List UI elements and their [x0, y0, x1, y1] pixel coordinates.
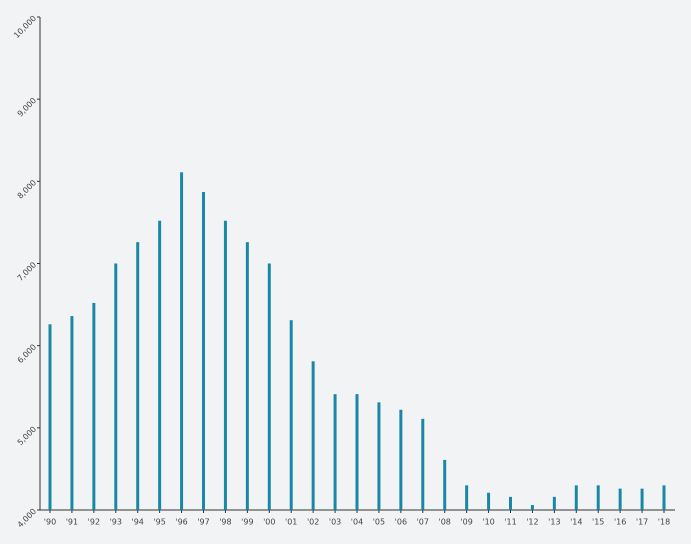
bar: [92, 302, 96, 510]
y-tick-label: 6,000: [16, 342, 39, 365]
x-tick-label: '00: [263, 518, 275, 527]
bar: [114, 263, 118, 510]
bar: [662, 485, 666, 510]
bar: [311, 361, 315, 510]
y-tick-label: 9,000: [16, 96, 39, 119]
bar: [618, 488, 622, 510]
x-tick-label: '93: [110, 518, 122, 527]
x-tick-label: '97: [197, 518, 209, 527]
x-tick-label: '90: [44, 518, 56, 527]
x-tick-label: '98: [219, 518, 231, 527]
x-tick-label: '02: [307, 518, 319, 527]
x-tick-label: '17: [636, 518, 648, 527]
x-tick-label: '07: [417, 518, 429, 527]
bar: [245, 242, 249, 511]
x-tick-label: '16: [614, 518, 626, 527]
x-tick-label: '10: [482, 518, 494, 527]
y-tick-label: 5,000: [16, 425, 39, 448]
bar: [552, 496, 556, 510]
y-tick-label: 8,000: [16, 178, 39, 201]
x-tick-label: '13: [548, 518, 560, 527]
x-tick-label: '18: [658, 518, 670, 527]
x-tick-label: '05: [373, 518, 385, 527]
x-tick-label: '11: [504, 518, 516, 527]
bar: [289, 320, 293, 510]
bar: [158, 220, 162, 511]
x-tick-label: '92: [88, 518, 100, 527]
bar: [443, 459, 447, 510]
bar: [136, 242, 140, 511]
bar: [223, 220, 227, 511]
bar: [180, 172, 184, 511]
bar: [267, 263, 271, 510]
bar: [48, 324, 52, 510]
bar: [465, 485, 469, 510]
x-tick-label: '01: [285, 518, 297, 527]
x-tick-label: '91: [66, 518, 78, 527]
x-tick-label: '99: [241, 518, 253, 527]
y-tick-label: 7,000: [16, 260, 39, 283]
y-tick-label: 4,000: [16, 507, 39, 530]
bar: [640, 488, 644, 510]
bar: [530, 505, 534, 510]
x-tick-label: '04: [351, 518, 363, 527]
bar: [377, 402, 381, 510]
bar: [574, 485, 578, 510]
x-tick-label: '14: [570, 518, 582, 527]
x-tick-label: '03: [329, 518, 341, 527]
x-tick-label: '15: [592, 518, 604, 527]
x-tick-label: '08: [439, 518, 451, 527]
bar: [333, 394, 337, 510]
x-tick-label: '95: [153, 518, 165, 527]
bar: [70, 316, 74, 510]
bar: [202, 192, 205, 510]
bar: [421, 418, 425, 510]
bar: [399, 409, 403, 510]
x-tick-label: '12: [526, 518, 538, 527]
x-tick-label: '06: [395, 518, 407, 527]
bar: [355, 394, 359, 510]
x-tick-label: '09: [460, 518, 472, 527]
y-tick-label: 10,000: [12, 14, 38, 40]
bar: [509, 496, 512, 510]
bar: [487, 492, 491, 510]
x-tick-label: '94: [132, 518, 144, 527]
bar: [596, 485, 600, 510]
x-tick-label: '96: [175, 518, 187, 527]
